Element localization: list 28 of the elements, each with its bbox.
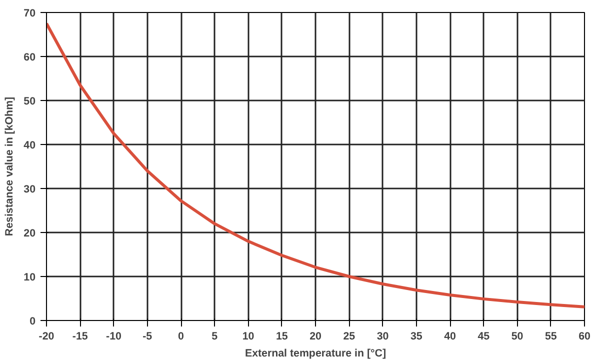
x-tick-label: 5 <box>212 330 218 342</box>
y-tick-label: 30 <box>24 184 36 196</box>
x-tick-label: 0 <box>178 330 184 342</box>
x-tick-label: 55 <box>544 330 557 342</box>
x-tick-label: 25 <box>343 330 356 342</box>
x-tick-label: 10 <box>242 330 254 342</box>
y-tick-label: 70 <box>24 8 36 20</box>
y-axis-title: Resistance value in [kOhm] <box>4 96 16 236</box>
y-tick-label: 60 <box>24 52 36 64</box>
line-series <box>46 22 584 308</box>
y-tick-label: 40 <box>24 140 36 152</box>
x-tick-label: 45 <box>478 330 490 342</box>
x-tick-label: 40 <box>444 330 456 342</box>
y-tick-label: 20 <box>24 228 36 240</box>
x-tick-label: 15 <box>276 330 288 342</box>
x-tick-label: 35 <box>410 330 422 342</box>
x-tick-label: -5 <box>142 330 152 342</box>
x-tick-label: 60 <box>578 330 590 342</box>
x-tick-label: -10 <box>106 330 122 342</box>
x-axis-title: External temperature in [°C] <box>244 348 386 360</box>
x-tick-label: -20 <box>38 330 54 342</box>
x-tick-label: 50 <box>511 330 524 342</box>
x-tick-label: 30 <box>376 330 389 342</box>
y-tick-label: 0 <box>30 316 36 328</box>
x-tick-label: 20 <box>310 330 322 342</box>
x-tick-label: -15 <box>72 330 88 342</box>
y-tick-label: 50 <box>24 96 36 108</box>
y-tick-label: 10 <box>24 272 36 284</box>
